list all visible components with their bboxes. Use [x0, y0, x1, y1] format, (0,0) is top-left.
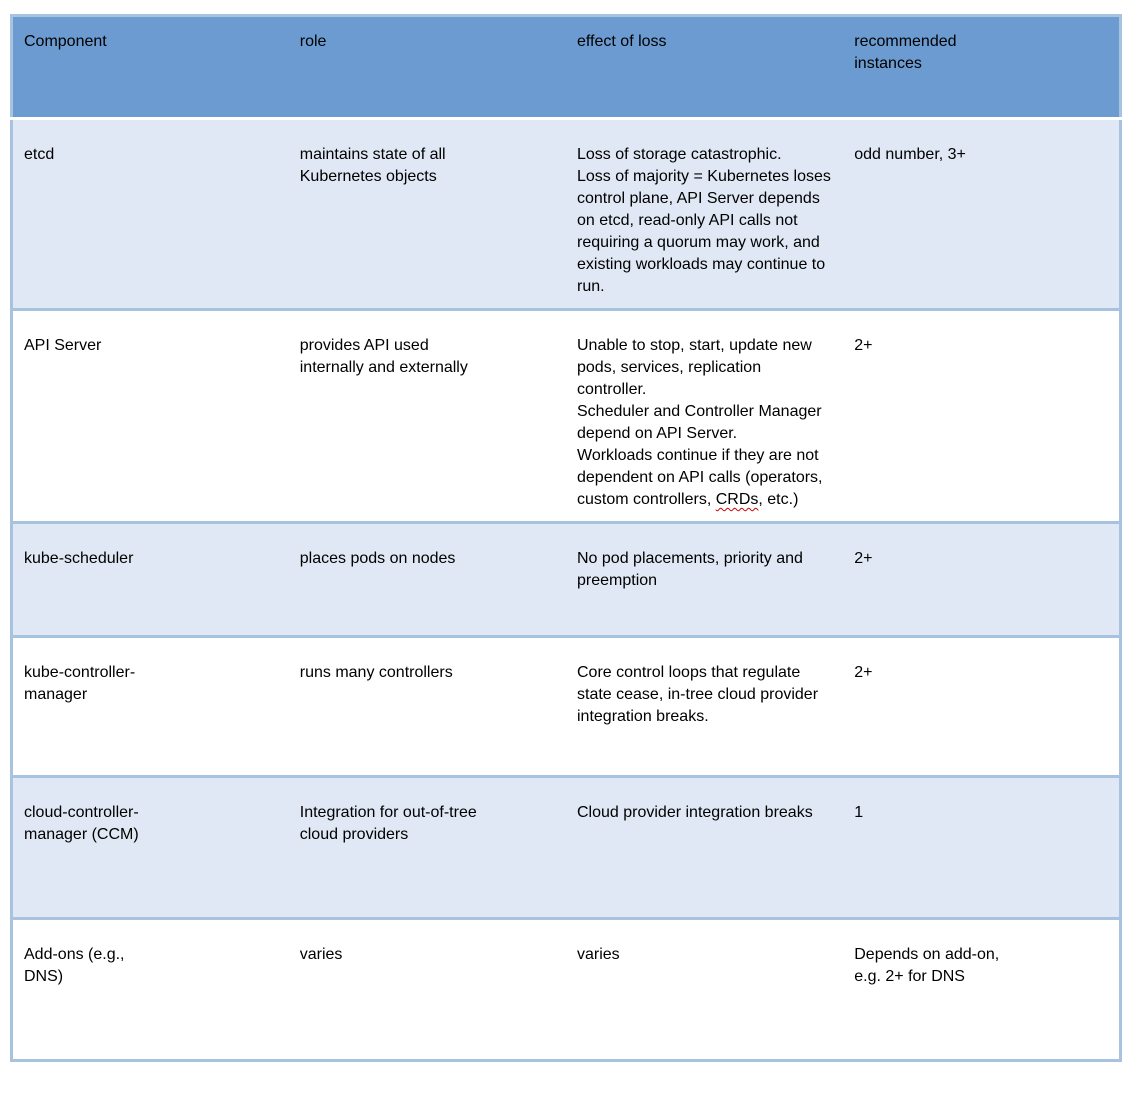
cell-text: 2+	[854, 664, 873, 681]
cell-text: runs many controllers	[299, 664, 453, 681]
cell-text: 2+	[854, 337, 873, 354]
cell-instances: Depends on add-on, e.g. 2+ for DNS	[843, 917, 1121, 1061]
cell-text: 1	[854, 804, 864, 821]
cell-instances: 2+	[843, 521, 1121, 637]
cell-text: kube-controller-manager	[24, 664, 136, 703]
cell-text: Cloud provider integration breaks	[577, 804, 813, 821]
header-cell-role: role	[288, 15, 566, 120]
components-table: Component role effect of loss recommended i…	[10, 14, 1122, 1062]
cell-role: Integration for out-of-tree cloud provid…	[288, 775, 566, 919]
header-label: role	[299, 33, 327, 50]
cell-text: odd number, 3+	[854, 146, 966, 163]
cell-text: kube-scheduler	[24, 550, 134, 567]
cell-text: Depends on add-on, e.g. 2+ for DNS	[854, 946, 1000, 985]
cell-text: 2+	[854, 550, 873, 567]
table-body: etcd maintains state of all Kubernetes ob…	[11, 118, 1121, 1061]
table-row: cloud-controller-manager (CCM) Integratio…	[11, 775, 1121, 919]
table-header: Component role effect of loss recommended i…	[11, 15, 1121, 120]
cell-text: Integration for out-of-tree cloud provid…	[299, 804, 477, 843]
header-cell-effect: effect of loss	[566, 15, 844, 120]
cell-text: maintains state of all Kubernetes object…	[299, 146, 446, 185]
header-cell-component: Component	[11, 15, 289, 120]
cell-effect: Core control loops that regulate state c…	[566, 635, 844, 777]
header-row: Component role effect of loss recommended i…	[11, 15, 1121, 120]
header-label: recommended instances	[854, 33, 957, 72]
header-cell-instances: recommended instances	[843, 15, 1121, 120]
cell-text: Loss of storage catastrophic. Loss of ma…	[577, 146, 831, 295]
cell-text: etcd	[24, 146, 55, 163]
table-row: etcd maintains state of all Kubernetes ob…	[11, 118, 1121, 310]
cell-role: runs many controllers	[288, 635, 566, 777]
cell-text: cloud-controller-manager (CCM)	[24, 804, 139, 843]
cell-component: cloud-controller-manager (CCM)	[11, 775, 289, 919]
cell-effect: Loss of storage catastrophic. Loss of ma…	[566, 119, 843, 310]
table-row: kube-scheduler places pods on nodes No pod…	[11, 521, 1121, 637]
cell-instances: 2+	[843, 308, 1121, 523]
header-label: effect of loss	[577, 33, 667, 50]
table-row: kube-controller-manager runs many control…	[11, 635, 1121, 777]
cell-text: Unable to stop, start, update new pods, …	[577, 337, 823, 508]
cell-text: varies	[299, 946, 343, 963]
cell-text: No pod placements, priority and preempti…	[577, 550, 803, 589]
cell-component: etcd	[12, 119, 289, 310]
cell-text: API Server	[24, 337, 102, 354]
cell-role: varies	[288, 917, 566, 1061]
cell-effect: varies	[566, 917, 844, 1061]
cell-text: varies	[577, 946, 620, 963]
cell-instances: 2+	[843, 635, 1121, 777]
cell-role: provides API used internally and externa…	[288, 308, 566, 523]
cell-component: API Server	[11, 308, 289, 523]
cell-effect: Cloud provider integration breaks	[566, 775, 844, 919]
cell-component: Add-ons (e.g., DNS)	[11, 917, 289, 1061]
cell-effect: No pod placements, priority and preempti…	[566, 521, 844, 637]
table-row: Add-ons (e.g., DNS) varies varies Depends o…	[11, 917, 1121, 1061]
cell-instances: odd number, 3+	[843, 119, 1120, 310]
cell-role: places pods on nodes	[288, 521, 566, 637]
table-row: API Server provides API used internally a…	[11, 308, 1121, 523]
cell-role: maintains state of all Kubernetes object…	[289, 119, 566, 310]
spellcheck-underlined-word: CRDs	[715, 491, 759, 508]
cell-instances: 1	[843, 775, 1121, 919]
cell-component: kube-scheduler	[11, 521, 289, 637]
cell-text: provides API used internally and externa…	[299, 337, 468, 376]
header-label: Component	[24, 33, 107, 50]
cell-text: Add-ons (e.g., DNS)	[24, 946, 125, 985]
cell-component: kube-controller-manager	[11, 635, 289, 777]
cell-text: Core control loops that regulate state c…	[577, 664, 819, 725]
cell-effect: Unable to stop, start, update new pods, …	[566, 308, 844, 523]
cell-text: places pods on nodes	[299, 550, 456, 567]
